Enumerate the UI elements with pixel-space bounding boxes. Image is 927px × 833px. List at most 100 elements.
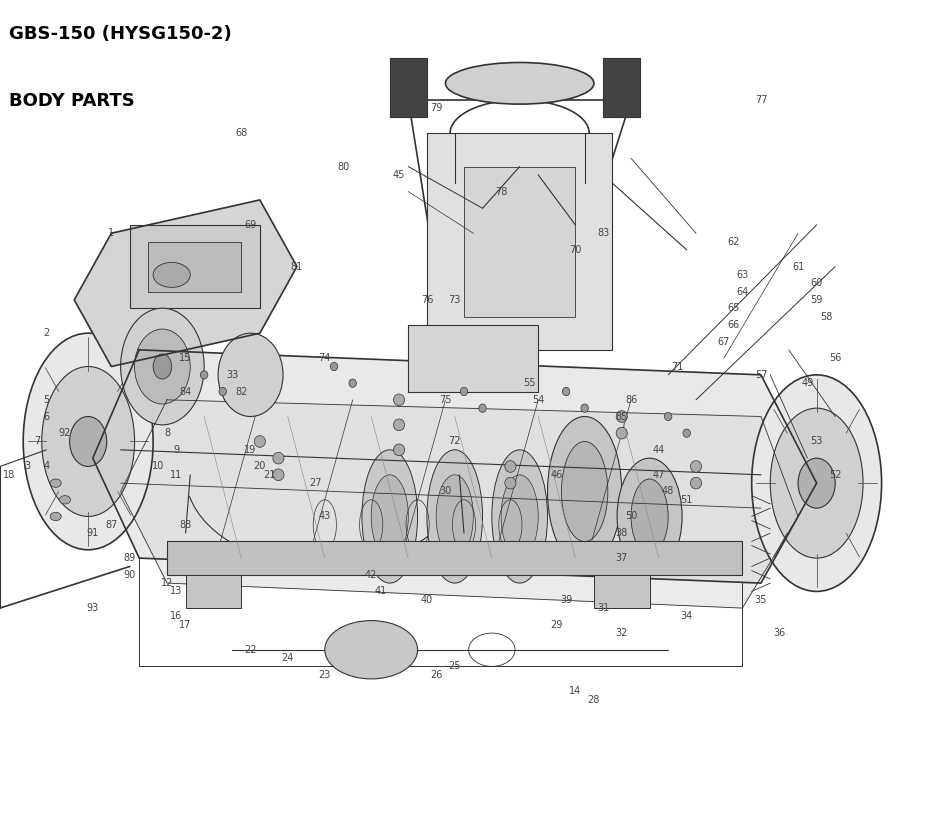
Text: 28: 28 <box>587 695 600 705</box>
Ellipse shape <box>23 333 153 550</box>
Text: 17: 17 <box>179 620 192 630</box>
Text: 7: 7 <box>34 436 40 446</box>
Ellipse shape <box>580 404 588 412</box>
Text: 80: 80 <box>337 162 349 172</box>
Text: 10: 10 <box>151 461 164 471</box>
Text: 6: 6 <box>44 412 49 421</box>
Text: 59: 59 <box>809 295 822 305</box>
Ellipse shape <box>273 469 284 481</box>
Ellipse shape <box>50 512 61 521</box>
Ellipse shape <box>254 436 265 447</box>
Text: 22: 22 <box>244 645 257 655</box>
Ellipse shape <box>273 452 284 464</box>
Polygon shape <box>121 400 797 608</box>
Text: 53: 53 <box>809 436 822 446</box>
Text: 91: 91 <box>86 528 99 538</box>
Text: 79: 79 <box>429 103 442 113</box>
Ellipse shape <box>426 450 482 583</box>
Text: 8: 8 <box>164 428 170 438</box>
Ellipse shape <box>751 375 881 591</box>
Text: 35: 35 <box>754 595 767 605</box>
Text: 18: 18 <box>3 470 16 480</box>
Ellipse shape <box>200 371 208 379</box>
Ellipse shape <box>690 477 701 489</box>
Ellipse shape <box>153 262 190 287</box>
Ellipse shape <box>460 387 467 396</box>
Ellipse shape <box>59 496 70 504</box>
Text: 70: 70 <box>568 245 581 255</box>
Bar <box>389 58 426 117</box>
Text: 44: 44 <box>652 445 665 455</box>
Text: 29: 29 <box>550 620 563 630</box>
Ellipse shape <box>134 329 190 404</box>
Polygon shape <box>93 350 816 583</box>
Bar <box>603 58 640 117</box>
Ellipse shape <box>153 354 171 379</box>
Text: 76: 76 <box>420 295 433 305</box>
Text: 12: 12 <box>160 578 173 588</box>
Text: 21: 21 <box>262 470 275 480</box>
Text: 3: 3 <box>25 461 31 471</box>
Text: 38: 38 <box>615 528 628 538</box>
Text: 25: 25 <box>448 661 461 671</box>
Ellipse shape <box>504 461 515 472</box>
Text: 40: 40 <box>420 595 433 605</box>
Text: BODY PARTS: BODY PARTS <box>9 92 135 110</box>
Text: 30: 30 <box>438 486 451 496</box>
Polygon shape <box>74 200 297 367</box>
Ellipse shape <box>50 479 61 487</box>
Text: 34: 34 <box>679 611 692 621</box>
Bar <box>408 325 538 392</box>
Ellipse shape <box>218 333 283 416</box>
Ellipse shape <box>682 429 690 437</box>
Text: 68: 68 <box>235 128 248 138</box>
Text: 50: 50 <box>624 511 637 521</box>
Text: 4: 4 <box>44 461 49 471</box>
Ellipse shape <box>219 387 226 396</box>
Text: 93: 93 <box>86 603 99 613</box>
Text: 27: 27 <box>309 478 322 488</box>
Text: 61: 61 <box>791 262 804 272</box>
Text: 73: 73 <box>448 295 461 305</box>
Text: GBS-150 (HYSG150-2): GBS-150 (HYSG150-2) <box>9 25 232 43</box>
Bar <box>426 133 612 350</box>
Text: 9: 9 <box>173 445 179 455</box>
Text: 36: 36 <box>772 628 785 638</box>
Text: 72: 72 <box>448 436 461 446</box>
Text: 88: 88 <box>179 520 192 530</box>
Text: 81: 81 <box>290 262 303 272</box>
Bar <box>464 167 575 317</box>
Ellipse shape <box>616 411 627 422</box>
Text: 37: 37 <box>615 553 628 563</box>
Text: 67: 67 <box>717 337 730 347</box>
Text: 64: 64 <box>735 287 748 297</box>
Ellipse shape <box>769 408 862 558</box>
Ellipse shape <box>70 416 107 466</box>
Ellipse shape <box>504 477 515 489</box>
Ellipse shape <box>362 450 417 583</box>
Text: 60: 60 <box>809 278 822 288</box>
Text: 46: 46 <box>550 470 563 480</box>
Text: 20: 20 <box>253 461 266 471</box>
Text: 58: 58 <box>819 312 832 322</box>
Ellipse shape <box>616 458 681 575</box>
Text: 24: 24 <box>281 653 294 663</box>
Text: 62: 62 <box>726 237 739 247</box>
Bar <box>130 225 260 308</box>
Ellipse shape <box>349 379 356 387</box>
Text: 84: 84 <box>179 387 192 397</box>
Text: 52: 52 <box>828 470 841 480</box>
Text: 5: 5 <box>44 395 49 405</box>
Bar <box>593 575 649 608</box>
Text: 89: 89 <box>123 553 136 563</box>
Text: 90: 90 <box>123 570 136 580</box>
Text: 82: 82 <box>235 387 248 397</box>
Text: 78: 78 <box>494 187 507 197</box>
Ellipse shape <box>561 441 607 541</box>
Ellipse shape <box>616 427 627 439</box>
Text: 55: 55 <box>522 378 535 388</box>
Text: 26: 26 <box>429 670 442 680</box>
Ellipse shape <box>371 475 408 558</box>
Text: 65: 65 <box>726 303 739 313</box>
Text: 1: 1 <box>108 228 114 238</box>
